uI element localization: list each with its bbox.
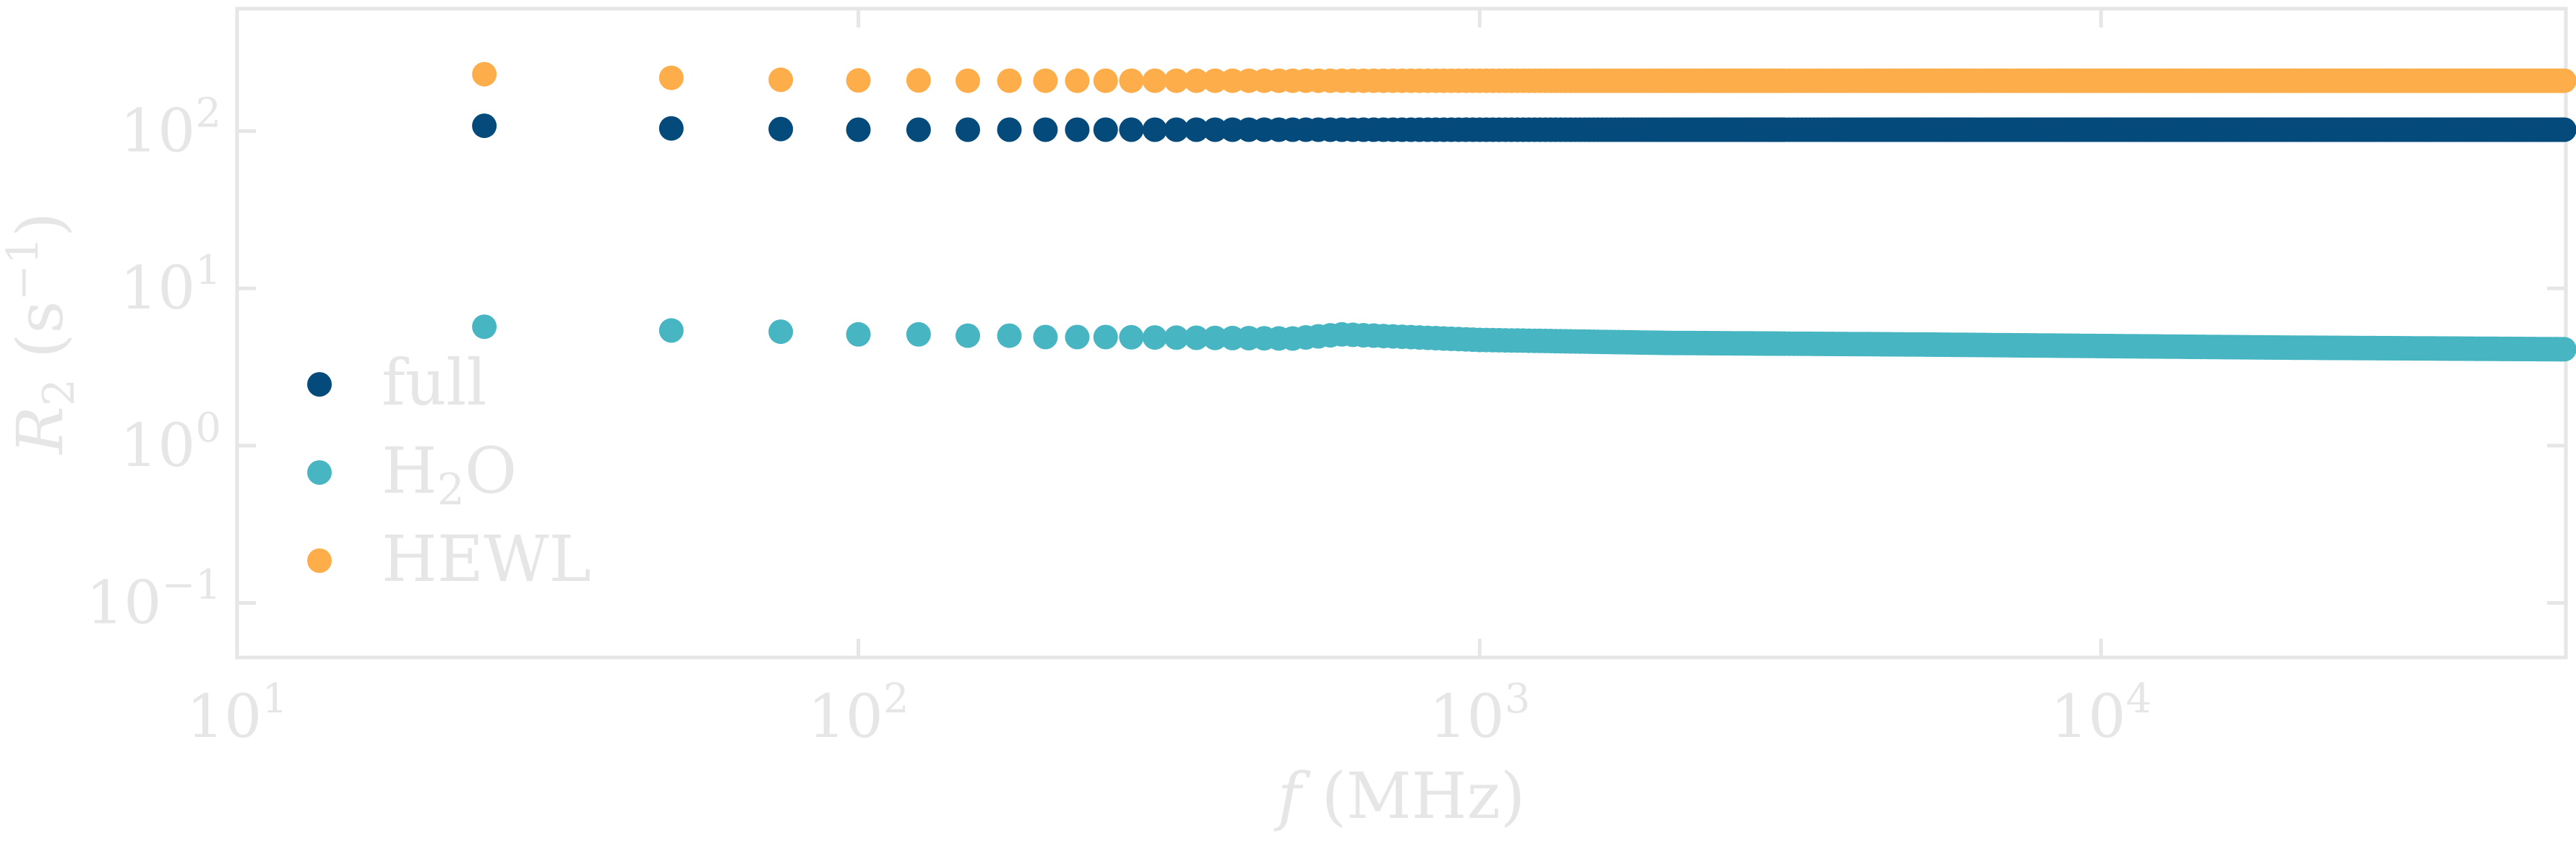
data-point — [997, 117, 1022, 142]
data-point — [956, 323, 980, 348]
data-point — [956, 117, 980, 142]
data-point — [956, 68, 980, 93]
data-point — [1164, 68, 1189, 93]
data-point — [1119, 68, 1144, 93]
data-point — [768, 67, 794, 92]
data-point — [846, 68, 871, 93]
data-point — [1093, 117, 1118, 142]
data-point — [658, 116, 684, 141]
data-point — [658, 65, 684, 90]
data-point — [997, 68, 1022, 93]
axis-ticks: 101 102 103 104 10−1 100 101 102 — [86, 9, 2566, 751]
series-ho — [472, 314, 2576, 362]
x-tick-label: 101 — [186, 676, 288, 751]
data-point — [906, 68, 931, 93]
legend-label-full: full — [382, 345, 487, 420]
x-tick-label: 103 — [1429, 676, 1530, 751]
data-point — [1119, 117, 1144, 142]
series-full — [472, 113, 2576, 142]
data-point — [1093, 324, 1118, 350]
data-point — [2551, 117, 2576, 142]
data-point — [1184, 117, 1209, 142]
y-tick-label: 101 — [120, 247, 221, 323]
data-point — [1065, 117, 1090, 142]
legend: full H2O HEWL — [307, 345, 591, 596]
data-point — [1142, 117, 1167, 142]
y-axis-label: R2 (s−1) — [0, 212, 85, 456]
data-point — [1184, 68, 1209, 93]
data-point — [1142, 68, 1167, 93]
data-point — [1065, 68, 1090, 93]
data-point — [1119, 324, 1144, 350]
y-tick-label: 10−1 — [86, 562, 221, 638]
series-hewl — [472, 61, 2576, 93]
data-point — [472, 61, 497, 87]
data-point — [1093, 68, 1118, 93]
data-point — [2551, 68, 2576, 93]
data-point — [1033, 117, 1058, 142]
data-point — [768, 116, 794, 142]
data-point — [1033, 324, 1058, 350]
data-point — [472, 314, 497, 340]
data-point — [997, 323, 1022, 348]
legend-marker-full — [307, 372, 332, 397]
data-point — [1203, 68, 1228, 93]
legend-label-h2o: H2O — [382, 434, 517, 515]
data-point — [846, 117, 871, 142]
data-point — [1203, 117, 1228, 142]
x-tick-label: 102 — [808, 676, 909, 751]
data-point — [846, 322, 871, 347]
legend-label-hewl: HEWL — [382, 522, 591, 596]
plot-frame — [235, 7, 2568, 660]
legend-marker-h2o — [307, 460, 332, 485]
y-tick-label: 102 — [120, 90, 221, 165]
data-point — [1184, 325, 1209, 350]
data-point — [1033, 68, 1058, 93]
data-point — [1203, 325, 1228, 350]
x-axis-label: f (MHz) — [1274, 759, 1525, 833]
x-tick-label: 104 — [2051, 676, 2152, 751]
y-tick-label: 100 — [120, 405, 221, 480]
data-point — [1164, 325, 1189, 350]
data-point — [658, 318, 684, 343]
data-point — [1142, 325, 1167, 350]
legend-marker-hewl — [307, 548, 332, 573]
data-point — [768, 319, 794, 345]
data-point — [472, 113, 497, 139]
data-points — [472, 61, 2576, 362]
data-point — [906, 117, 931, 142]
data-point — [1065, 324, 1090, 350]
data-point — [1164, 117, 1189, 142]
data-point — [906, 322, 931, 347]
data-point — [2551, 337, 2576, 362]
